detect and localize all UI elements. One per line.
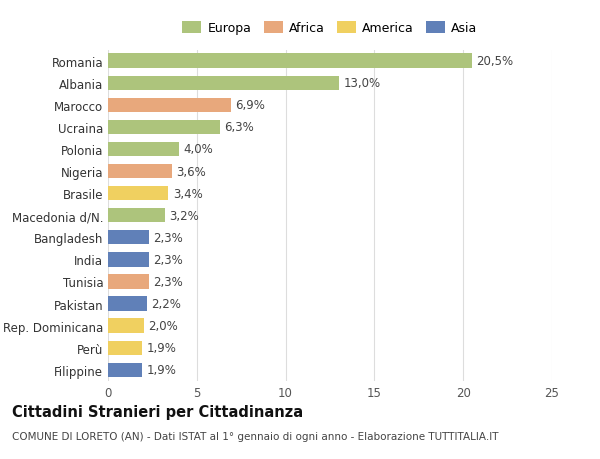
Bar [108,98,230,113]
Bar [108,208,165,223]
Text: 1,9%: 1,9% [146,341,176,354]
Bar [108,319,143,333]
Text: 2,3%: 2,3% [153,253,183,266]
Text: 4,0%: 4,0% [184,143,213,156]
Text: 2,3%: 2,3% [153,275,183,288]
Bar [108,252,149,267]
Text: 2,0%: 2,0% [148,319,178,332]
Bar [108,230,149,245]
Bar [108,341,142,355]
Bar [108,186,169,201]
Text: 3,6%: 3,6% [176,165,206,178]
Text: 3,2%: 3,2% [169,209,199,222]
Text: 6,3%: 6,3% [224,121,254,134]
Text: 1,9%: 1,9% [146,364,176,376]
Bar [108,363,142,377]
Bar [108,274,149,289]
Bar [108,164,172,179]
Bar [108,120,220,135]
Bar [108,297,147,311]
Text: 13,0%: 13,0% [343,77,380,90]
Bar [108,54,472,69]
Text: 3,4%: 3,4% [173,187,203,200]
Text: 2,3%: 2,3% [153,231,183,244]
Text: Cittadini Stranieri per Cittadinanza: Cittadini Stranieri per Cittadinanza [12,404,303,419]
Text: 6,9%: 6,9% [235,99,265,112]
Bar [108,142,179,157]
Text: 2,2%: 2,2% [152,297,181,310]
Text: COMUNE DI LORETO (AN) - Dati ISTAT al 1° gennaio di ogni anno - Elaborazione TUT: COMUNE DI LORETO (AN) - Dati ISTAT al 1°… [12,431,499,442]
Legend: Europa, Africa, America, Asia: Europa, Africa, America, Asia [180,20,480,38]
Bar [108,76,339,91]
Text: 20,5%: 20,5% [476,55,514,68]
